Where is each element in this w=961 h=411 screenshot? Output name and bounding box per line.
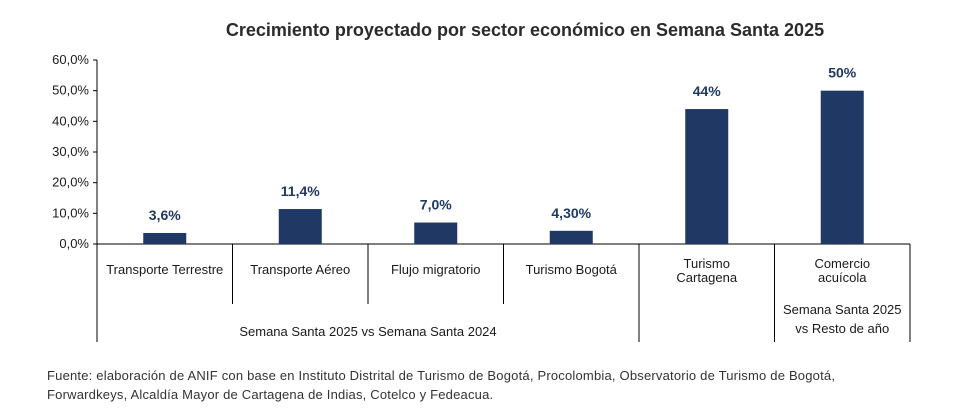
- data-label: 3,6%: [149, 207, 181, 223]
- chart-title: Crecimiento proyectado por sector económ…: [225, 20, 825, 40]
- bar: [820, 90, 864, 245]
- bar: [414, 222, 458, 244]
- y-tick-label: 50,0%: [52, 83, 89, 98]
- bar: [685, 109, 729, 244]
- x-category-label: Transporte Terrestre: [106, 262, 223, 277]
- x-category-label: Flujo migratorio: [391, 262, 481, 277]
- x-group-label: vs Resto de año: [795, 321, 889, 336]
- x-category-label: Turismo: [684, 256, 730, 271]
- bar: [143, 232, 187, 244]
- y-tick-label: 60,0%: [52, 52, 89, 67]
- data-label: 4,30%: [551, 205, 591, 221]
- x-group-label: Semana Santa 2025 vs Semana Santa 2024: [239, 324, 496, 339]
- bar: [278, 209, 322, 244]
- bar-chart: 0,0% 10,0% 20,0% 30,0% 40,0% 50,0% 60,0% 3,6% Tr…: [52, 52, 911, 342]
- data-label: 7,0%: [420, 197, 452, 213]
- data-label: 44%: [693, 83, 722, 99]
- y-tick-label: 0,0%: [59, 236, 89, 251]
- data-label: 50%: [828, 65, 857, 81]
- y-tick-label: 10,0%: [52, 205, 89, 220]
- bar: [549, 230, 593, 244]
- x-group-label: Semana Santa 2025: [783, 302, 902, 317]
- y-tick-label: 20,0%: [52, 175, 89, 190]
- x-category-label: Comercio: [814, 256, 870, 271]
- data-label: 11,4%: [281, 183, 320, 199]
- x-category-label: Cartagena: [676, 270, 737, 285]
- x-category-label: acuícola: [818, 270, 867, 285]
- x-category-label: Turismo Bogotá: [526, 262, 618, 277]
- y-tick-label: 40,0%: [52, 113, 89, 128]
- x-category-label: Transporte Aéreo: [250, 262, 350, 277]
- source-note: Fuente: elaboración de ANIF con base en …: [47, 368, 836, 402]
- y-tick-label: 30,0%: [52, 144, 89, 159]
